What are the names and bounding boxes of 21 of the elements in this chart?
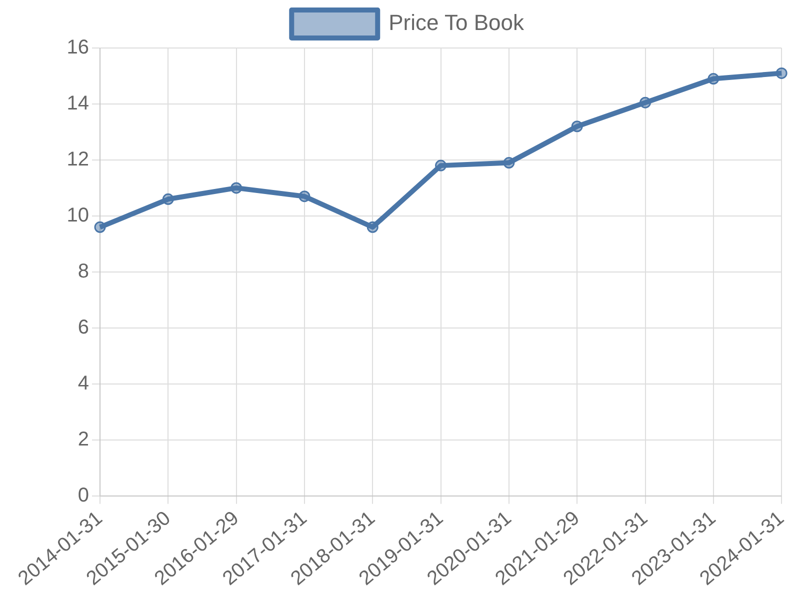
legend-label: Price To Book [388,10,525,36]
y-tick-label: 0 [78,484,89,506]
y-tick-label: 14 [66,92,89,114]
y-tick-label: 4 [78,372,89,394]
point [640,96,652,108]
y-tick-label: 8 [78,260,89,282]
y-tick-label: 2 [78,428,89,450]
point [162,193,174,205]
point [366,221,378,233]
point [230,182,242,194]
y-tick-label: 16 [66,36,89,59]
y-tick-label: 10 [66,204,89,226]
point [435,160,447,172]
point [776,67,788,79]
point [571,120,583,132]
point [503,157,515,169]
point [708,73,720,85]
point [94,221,106,233]
y-tick-label: 6 [78,316,89,338]
point [298,190,310,202]
y-tick-label: 12 [66,148,89,170]
